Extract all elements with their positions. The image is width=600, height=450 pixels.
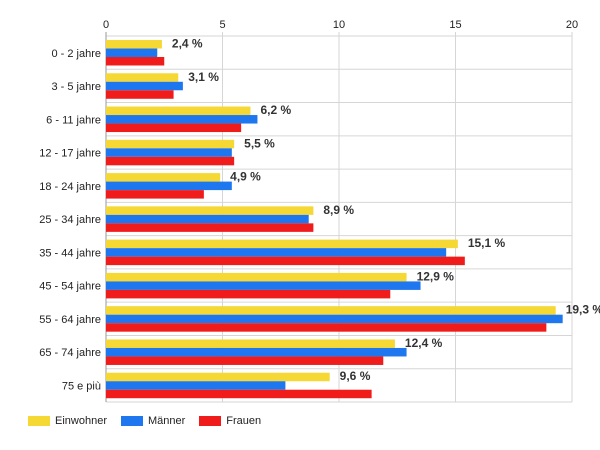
data-label: 6,2 % <box>260 103 291 117</box>
data-label: 9,6 % <box>340 369 371 383</box>
category-label: 6 - 11 jahre <box>46 114 101 126</box>
legend-label-maenner: Männer <box>147 415 186 427</box>
bar-einwohner <box>106 272 407 282</box>
bar-frauen <box>106 190 204 199</box>
bar-mnner <box>106 115 258 124</box>
bar-frauen <box>106 323 547 332</box>
data-label: 19,3 % <box>566 303 600 317</box>
bar-mnner <box>106 314 563 324</box>
category-label: 18 - 24 jahre <box>39 181 101 193</box>
bar-frauen <box>106 389 372 399</box>
bar-einwohner <box>106 372 330 382</box>
category-label: 25 - 34 jahre <box>39 214 101 226</box>
data-label: 5,5 % <box>244 136 275 150</box>
bar-frauen <box>106 289 391 299</box>
bar-einwohner <box>106 339 395 348</box>
data-label: 2,4 % <box>172 37 203 51</box>
x-tick-label: 0 <box>103 19 109 31</box>
bar-einwohner <box>106 106 251 116</box>
category-label: 35 - 44 jahre <box>39 247 101 259</box>
bar-mnner <box>106 347 407 357</box>
bar-mnner <box>106 148 232 157</box>
bar-einwohner <box>106 173 221 182</box>
bar-einwohner <box>106 306 556 315</box>
legend-item-einwohner[interactable]: Einwohner <box>28 415 107 427</box>
bar-mnner <box>106 48 158 57</box>
x-tick-label: 5 <box>219 19 225 31</box>
population-bar-chart: 0 5 10 15 20 0 - 2 jahre 2,4 % 3 - 5 jahre 3,1 %… <box>39 19 600 403</box>
legend-item-maenner[interactable]: Männer <box>120 415 186 427</box>
data-label: 4,9 % <box>230 170 261 184</box>
data-label: 3,1 % <box>188 70 219 84</box>
legend-label-einwohner: Einwohner <box>55 415 107 427</box>
x-tick-label: 20 <box>566 19 578 31</box>
bar-frauen <box>106 123 242 133</box>
legend-swatch-maenner <box>120 416 143 426</box>
bar-einwohner <box>106 139 235 149</box>
category-label: 3 - 5 jahre <box>51 81 101 93</box>
bar-frauen <box>106 57 165 66</box>
legend-swatch-einwohner <box>28 416 50 426</box>
data-label: 12,9 % <box>417 269 455 283</box>
bar-frauen <box>106 156 235 166</box>
x-tick-label: 15 <box>449 19 461 31</box>
bar-mnner <box>106 248 447 257</box>
bar-mnner <box>106 381 286 390</box>
bar-einwohner <box>106 40 162 49</box>
category-label: 75 e più <box>62 380 101 392</box>
data-label: 15,1 % <box>468 236 506 250</box>
bar-einwohner <box>106 206 314 215</box>
bar-frauen <box>106 90 174 99</box>
bar-mnner <box>106 281 421 290</box>
legend: Einwohner Männer Frauen <box>28 415 275 427</box>
bar-frauen <box>106 256 465 266</box>
bar-einwohner <box>106 73 179 82</box>
bar-einwohner <box>106 239 458 249</box>
category-label: 0 - 2 jahre <box>51 48 101 60</box>
bar-mnner <box>106 181 232 191</box>
legend-label-frauen: Frauen <box>226 415 262 427</box>
category-label: 12 - 17 jahre <box>39 148 101 160</box>
data-label: 12,4 % <box>405 336 443 350</box>
bar-frauen <box>106 356 384 365</box>
bar-frauen <box>106 223 314 232</box>
data-label: 8,9 % <box>323 203 354 217</box>
category-label: 55 - 64 jahre <box>39 314 101 326</box>
category-label: 65 - 74 jahre <box>39 347 101 359</box>
bar-mnner <box>106 81 183 91</box>
x-tick-label: 10 <box>333 19 345 31</box>
bar-mnner <box>106 214 309 224</box>
legend-swatch-frauen <box>199 416 222 426</box>
legend-item-frauen[interactable]: Frauen <box>199 415 261 427</box>
category-label: 45 - 54 jahre <box>39 281 101 293</box>
